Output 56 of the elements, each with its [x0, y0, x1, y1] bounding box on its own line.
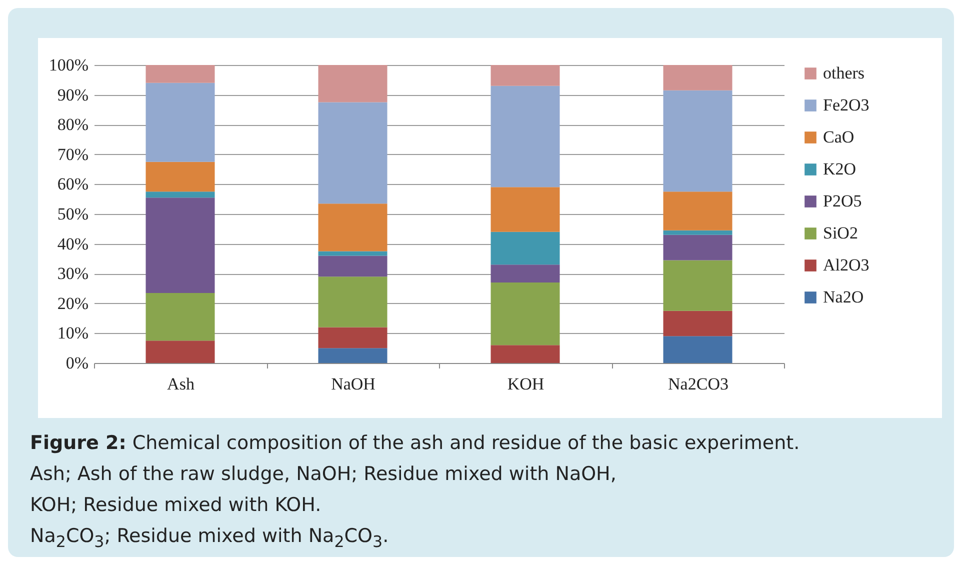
bar [146, 292, 215, 341]
bar [490, 264, 560, 283]
bar [318, 102, 388, 204]
bar [146, 340, 215, 363]
bar [663, 230, 732, 235]
bar [663, 336, 732, 363]
bar [663, 192, 732, 230]
text: Na$_{2}$CO$_{3}$; Residue mixed with Na$_{2}$CO$_{3}$. [30, 525, 389, 551]
x-tick-label: KOH [507, 374, 544, 394]
legend-label: P2O5 [823, 192, 862, 210]
y-tick-label: 0% [66, 354, 88, 372]
bar [318, 276, 388, 328]
legend-label: others [823, 64, 865, 82]
text: KOH; Residue mixed with KOH. [30, 493, 322, 518]
bar [663, 65, 732, 90]
bar [146, 65, 215, 83]
x-tick-label: NaOH [331, 374, 376, 394]
legend-label: SiO2 [823, 224, 858, 242]
bar [490, 65, 560, 86]
bar [490, 232, 560, 265]
text: Ash; Ash of the raw sludge, NaOH; Residue mixed with NaOH, [30, 462, 618, 487]
bar [490, 345, 560, 363]
legend-label: Na2O [823, 288, 864, 306]
bar [146, 162, 215, 192]
bar [146, 82, 215, 162]
y-tick-label: 20% [57, 294, 88, 313]
y-tick-label: 80% [57, 115, 88, 134]
bar [146, 198, 215, 293]
bar [146, 192, 215, 198]
bar [318, 256, 388, 277]
y-tick-label: 40% [57, 234, 88, 254]
legend-label: Fe2O3 [823, 96, 870, 114]
y-tick-label: 60% [57, 174, 88, 194]
y-tick-label: 10% [57, 324, 88, 343]
bar [318, 327, 388, 348]
legend-label: K2O [823, 160, 856, 178]
y-tick-label: 100% [48, 56, 88, 74]
legend-label: Al2O3 [823, 256, 870, 274]
y-tick-label: 70% [57, 144, 88, 164]
bar [318, 204, 388, 252]
bar [318, 65, 388, 102]
x-tick-label: Na2CO3 [668, 374, 728, 394]
bar [663, 260, 732, 311]
y-tick-label: 50% [57, 204, 88, 224]
y-tick-label: 90% [57, 85, 88, 104]
bar [318, 348, 388, 363]
bar [663, 310, 732, 336]
bar [490, 187, 560, 232]
caption: Figure 2: Chemical composition of the ash and residue of the basic experiment. [30, 432, 800, 454]
legend-label: CaO [823, 128, 854, 146]
bar [663, 90, 732, 192]
bar [490, 282, 560, 346]
bar [490, 86, 560, 188]
y-tick-label: 30% [57, 264, 88, 284]
bar [663, 234, 732, 260]
x-tick-label: Ash [167, 374, 195, 394]
